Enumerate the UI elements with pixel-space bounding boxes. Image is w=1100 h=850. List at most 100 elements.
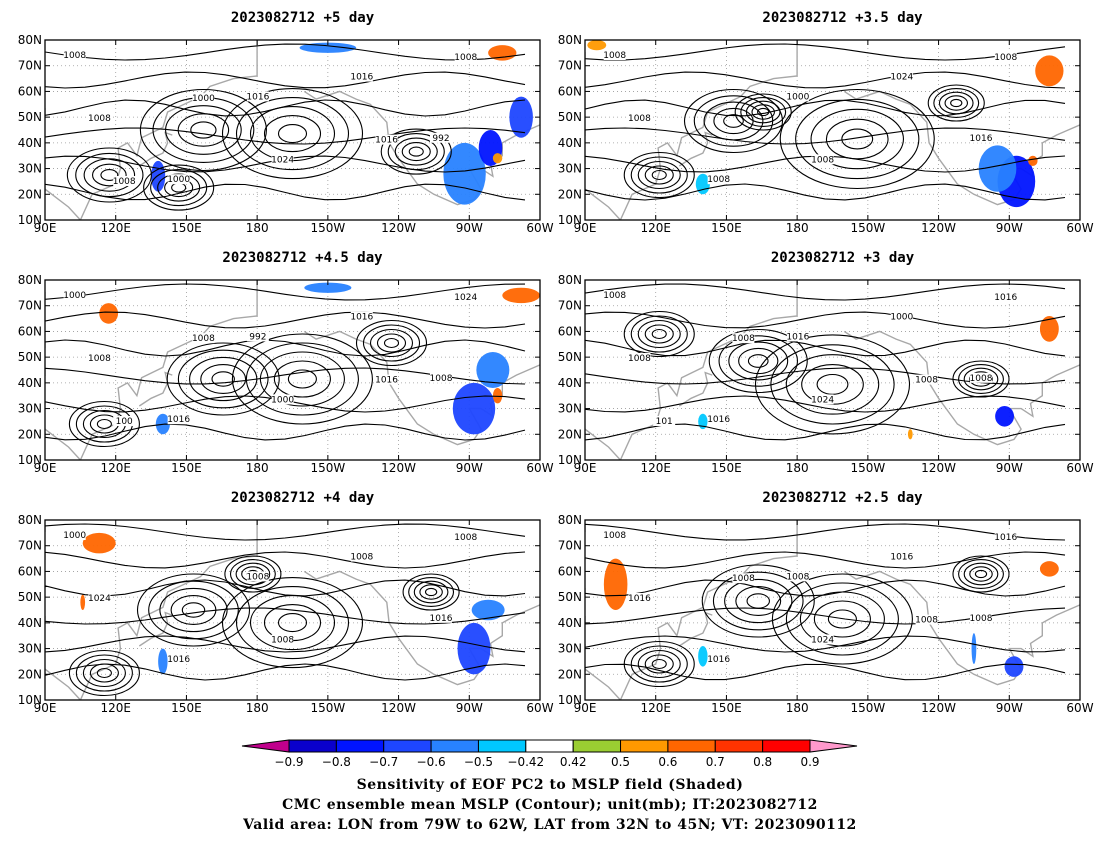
- lon-tick-label: 90E: [34, 221, 57, 235]
- colorbar-box: [667, 739, 716, 753]
- mslp-contour: [45, 663, 526, 681]
- mslp-contour: [68, 649, 140, 697]
- colorbar-label: 0.42: [560, 755, 587, 769]
- contour-label: 1008: [454, 533, 477, 543]
- contour-label: 1000: [63, 291, 86, 301]
- mslp-contour: [235, 586, 350, 660]
- colorbar-max-arrow: [809, 739, 858, 753]
- mslp-contour: [235, 562, 271, 586]
- mslp-contour: [419, 584, 443, 600]
- mslp-contour: [585, 523, 1066, 541]
- sensitivity-shade: [457, 622, 491, 675]
- mslp-contour: [651, 328, 667, 340]
- mslp-contour: [623, 640, 695, 688]
- mslp-contour: [771, 573, 913, 665]
- colorbar-label: −0.7: [369, 755, 398, 769]
- lon-tick-label: 90E: [34, 461, 57, 475]
- mslp-contour: [585, 71, 1066, 89]
- mslp-contour: [841, 128, 874, 150]
- caption-shading-description: Sensitivity of EOF PC2 to MSLP field (Sh…: [356, 777, 744, 793]
- mslp-contour: [952, 555, 1010, 593]
- mslp-contour: [644, 324, 674, 344]
- lon-tick-label: 150W: [310, 221, 345, 235]
- lon-tick-label: 150E: [711, 701, 742, 715]
- lon-tick-label: 90W: [456, 461, 483, 475]
- map-frame: [584, 39, 1081, 221]
- lon-tick-label: 150E: [711, 221, 742, 235]
- coastline: [843, 570, 1080, 686]
- contour-label: 1016: [430, 614, 453, 624]
- mslp-contour: [644, 165, 674, 185]
- sensitivity-shade: [1004, 656, 1024, 677]
- contour-label: 1016: [707, 415, 730, 425]
- mslp-contour: [728, 341, 789, 381]
- colorbar-box: [620, 739, 669, 753]
- map-panel: 1008 1016 992 1000 1016 1008 1024 1008 1000 1016 1…: [18, 10, 554, 235]
- contour-label: 1016: [167, 415, 190, 425]
- mslp-contour: [770, 344, 895, 425]
- lon-tick-label: 120W: [381, 701, 416, 715]
- sensitivity-shade: [443, 142, 486, 205]
- lat-tick-label: 80N: [558, 273, 582, 287]
- contour-label: 1008: [732, 334, 755, 344]
- lon-tick-label: 120E: [100, 461, 131, 475]
- lon-tick-label: 90E: [574, 461, 597, 475]
- lat-tick-label: 20N: [558, 187, 582, 201]
- mslp-contour: [221, 577, 364, 669]
- lon-tick-label: 150W: [850, 701, 885, 715]
- mslp-contour: [713, 107, 754, 135]
- mslp-contour: [143, 164, 215, 211]
- contour-label: 1008: [63, 51, 86, 61]
- contour-label: 1008: [88, 114, 111, 124]
- lat-tick-label: 10N: [18, 453, 42, 467]
- colorbar-label: −0.42: [507, 755, 544, 769]
- lon-tick-label: 60W: [526, 461, 553, 475]
- mslp-contour: [740, 97, 787, 127]
- lon-tick-label: 60W: [1066, 461, 1093, 475]
- colorbar-label: −0.5: [464, 755, 493, 769]
- contour-label: 1008: [628, 114, 651, 124]
- lat-tick-label: 50N: [18, 590, 42, 604]
- lat-tick-label: 50N: [18, 350, 42, 364]
- mslp-contour: [585, 127, 1066, 145]
- colorbar-min-arrow: [241, 739, 290, 753]
- coastline: [843, 330, 1080, 446]
- mslp-contour: [585, 395, 1066, 413]
- coastline: [138, 371, 173, 407]
- lat-tick-label: 20N: [558, 667, 582, 681]
- mslp-contour: [637, 160, 681, 190]
- contour-label: 1024: [811, 635, 834, 645]
- mslp-contour: [273, 360, 331, 398]
- mslp-contour: [136, 573, 251, 647]
- map-panel: 1008100810081016101610161024101610081008…: [558, 490, 1094, 715]
- lon-tick-label: 180: [246, 701, 269, 715]
- mslp-contour: [751, 104, 775, 120]
- mslp-contour: [177, 113, 230, 147]
- mslp-contour: [623, 151, 695, 199]
- mslp-contour: [150, 169, 208, 207]
- lon-tick-label: 150E: [171, 701, 202, 715]
- mslp-contour: [747, 354, 769, 368]
- lat-tick-label: 50N: [558, 110, 582, 124]
- mslp-contour: [45, 607, 526, 625]
- mslp-contour: [45, 43, 526, 61]
- lon-tick-label: 180: [786, 461, 809, 475]
- mslp-contour: [795, 98, 920, 180]
- mslp-contour: [779, 88, 935, 190]
- panel-title: 2023082712 +3 day: [771, 250, 915, 266]
- mslp-contour: [235, 97, 350, 171]
- contour-label: 1008: [732, 574, 755, 584]
- contour-label: 1008: [628, 354, 651, 364]
- contour-label: 1024: [271, 155, 294, 165]
- lon-tick-label: 90W: [996, 461, 1023, 475]
- colorbar: −0.9 −0.8 −0.7 −0.6 −0.5 −0.42 0.42 0.5 0.6 0.7 0.…: [241, 739, 858, 769]
- sensitivity-shade: [978, 145, 1017, 192]
- lat-tick-label: 70N: [18, 539, 42, 553]
- mslp-contour: [637, 649, 681, 679]
- colorbar-box: [383, 739, 432, 753]
- sensitivity-shade: [1035, 55, 1064, 87]
- colorbar-box: [288, 739, 337, 753]
- lat-tick-label: 10N: [558, 693, 582, 707]
- caption-valid-area: Valid area: LON from 79W to 62W, LAT fro…: [243, 817, 857, 833]
